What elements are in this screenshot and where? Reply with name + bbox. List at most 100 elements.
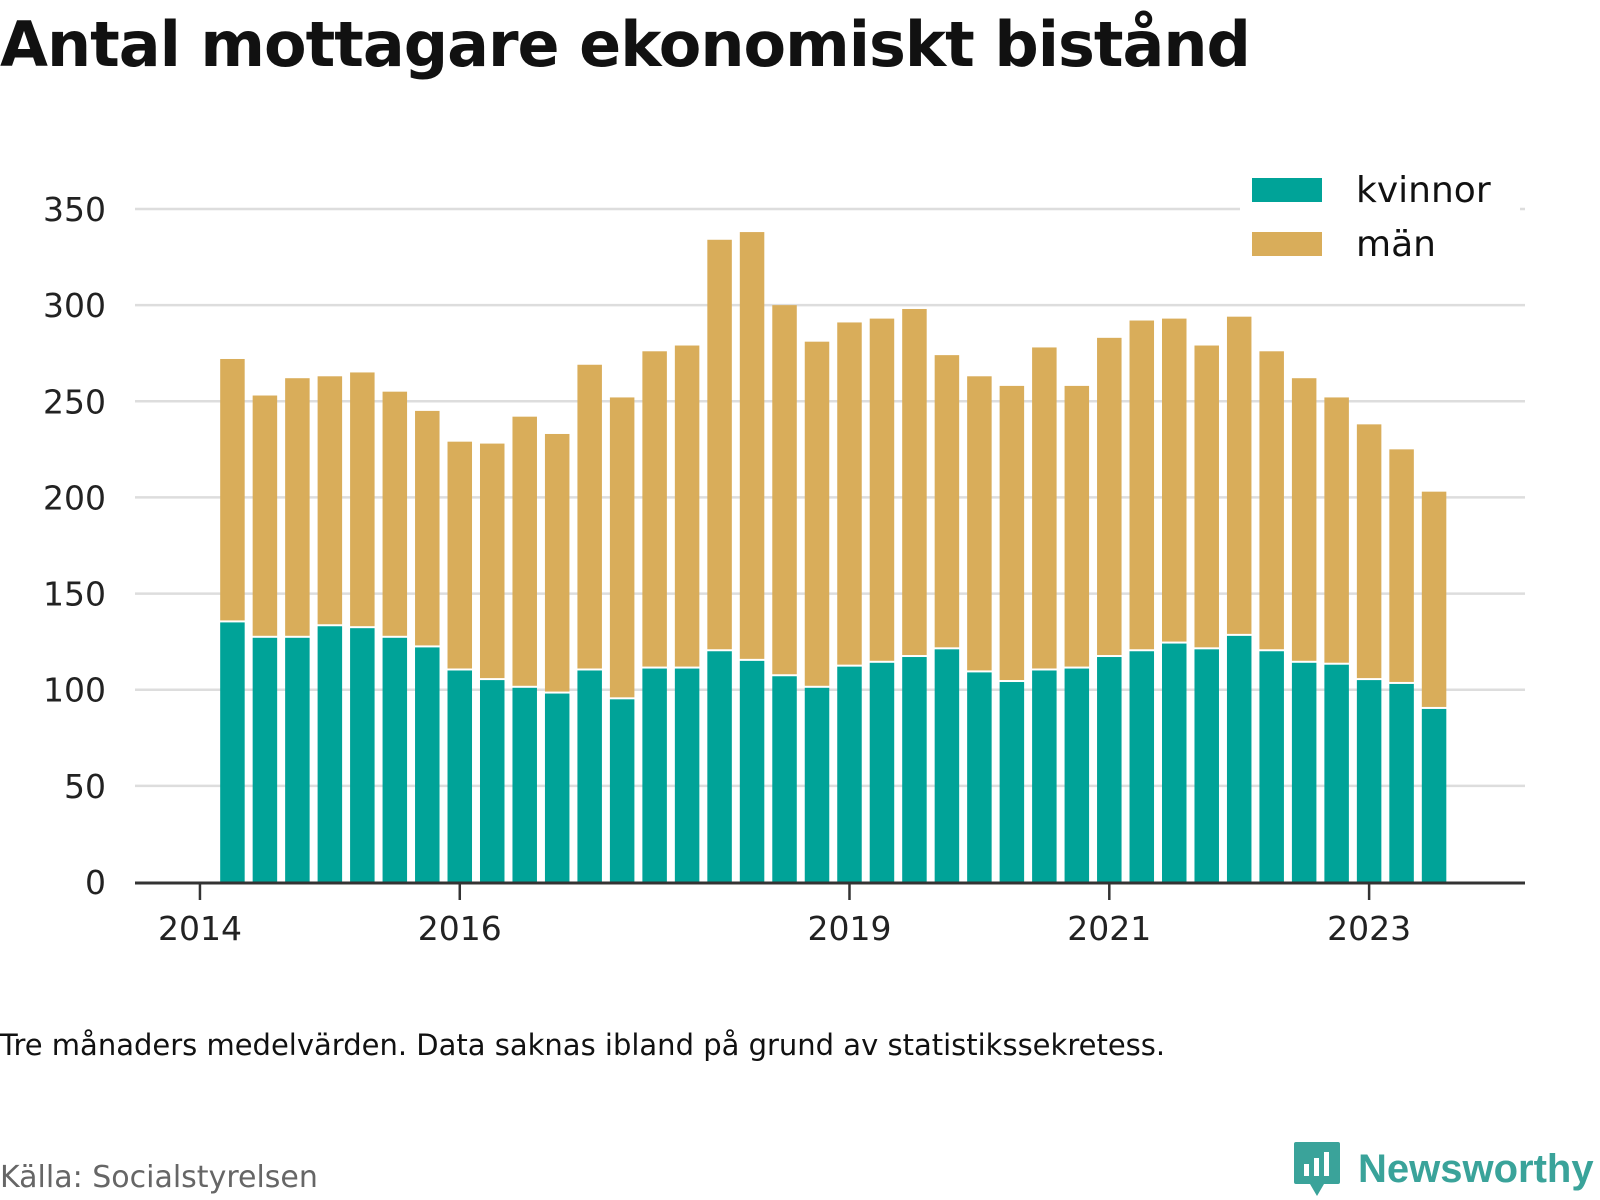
bar-man (772, 305, 797, 675)
legend-label-man: män (1356, 224, 1436, 265)
bar-man (220, 358, 245, 621)
bar-man (869, 318, 895, 661)
chart-note: Tre månaders medelvärden. Data saknas ib… (0, 1028, 1166, 1062)
bar-man (1389, 449, 1414, 682)
legend: kvinnor män (1240, 160, 1520, 265)
bar-kvinnor (739, 660, 765, 882)
bar-man (1162, 318, 1187, 642)
bar-man (934, 355, 960, 648)
bar-man (1324, 397, 1349, 663)
bar-man (707, 239, 732, 650)
y-tick-label: 50 (64, 767, 106, 806)
bar-man (1129, 320, 1155, 650)
bar-man (999, 385, 1025, 681)
bar-kvinnor (479, 680, 505, 882)
bar-man (544, 433, 570, 692)
bar-man (317, 376, 343, 625)
bar-kvinnor (447, 670, 473, 882)
bar-man (1194, 345, 1219, 648)
y-tick-label: 300 (43, 286, 106, 325)
bar-man (1226, 316, 1252, 634)
bar-man (512, 416, 537, 686)
bar-man (674, 345, 700, 667)
bar-kvinnor (1194, 649, 1219, 882)
x-tick-label: 2014 (158, 909, 242, 948)
x-tick-label: 2021 (1067, 909, 1151, 948)
bar-kvinnor (1421, 708, 1447, 882)
bar-kvinnor (967, 672, 992, 882)
bar-man (804, 341, 830, 686)
bar-man (837, 322, 862, 665)
bar-kvinnor (1259, 651, 1284, 882)
x-tick-label: 2023 (1327, 909, 1411, 948)
newsworthy-logo-icon (1294, 1142, 1340, 1196)
bar-man (1356, 424, 1382, 679)
y-tick-label: 0 (85, 863, 106, 902)
bar-kvinnor (772, 676, 797, 882)
bar-kvinnor (285, 637, 310, 882)
bar-kvinnor (220, 622, 245, 882)
y-tick-label: 350 (43, 190, 106, 229)
chart-title: Antal mottagare ekonomiskt bistånd (0, 8, 1251, 81)
source-text: Källa: Socialstyrelsen (0, 1160, 318, 1195)
bar-man (1421, 491, 1447, 707)
bar-kvinnor (512, 687, 537, 882)
bar-kvinnor (1162, 643, 1187, 882)
bar-kvinnor (577, 670, 602, 882)
bar-man (382, 391, 408, 636)
bar-man (415, 410, 440, 646)
x-axis: 2014 2016 2019 2021 2023 (135, 881, 1525, 948)
bar-man (1064, 385, 1090, 667)
bar-kvinnor (544, 693, 570, 882)
y-tick-label: 250 (43, 382, 106, 421)
y-tick-label: 200 (43, 478, 106, 517)
bar-kvinnor (869, 662, 895, 882)
bar-man (479, 443, 505, 679)
y-tick-label: 100 (43, 671, 106, 710)
bar-man (967, 376, 992, 671)
bar-man (1291, 378, 1317, 661)
legend-label-kvinnor: kvinnor (1356, 170, 1491, 211)
bar-man (902, 308, 927, 656)
bar-kvinnor (1226, 635, 1252, 882)
bar-man (285, 378, 310, 636)
bar-man (739, 232, 765, 659)
bar-man (609, 397, 635, 698)
bar-kvinnor (415, 647, 440, 882)
bar-man (252, 395, 278, 636)
grid-lines (135, 207, 1525, 788)
bar-man (642, 351, 667, 667)
bar-kvinnor (804, 687, 830, 882)
bar-kvinnor (1291, 662, 1317, 882)
bar-kvinnor (1097, 657, 1122, 882)
bar-kvinnor (1129, 651, 1155, 882)
bar-kvinnor (1356, 680, 1382, 882)
y-tick-label: 150 (43, 575, 106, 614)
bar-man (577, 364, 602, 669)
bar-kvinnor (934, 649, 960, 882)
bar-kvinnor (707, 651, 732, 882)
bar-man (1097, 337, 1122, 656)
bar-man (1032, 347, 1057, 669)
bar-man (1259, 351, 1284, 650)
bar-kvinnor (837, 666, 862, 882)
bar-kvinnor (1064, 668, 1090, 882)
bar-kvinnor (1032, 670, 1057, 882)
bar-kvinnor (1389, 683, 1414, 882)
bar-man (447, 441, 473, 669)
bar-kvinnor (999, 682, 1025, 882)
bars (220, 232, 1447, 882)
bar-kvinnor (1324, 664, 1349, 882)
legend-swatch-kvinnor (1252, 178, 1322, 202)
x-tick-label: 2016 (418, 909, 502, 948)
bar-man (350, 372, 375, 627)
bar-kvinnor (609, 699, 635, 882)
bar-kvinnor (252, 637, 278, 882)
brand-logo[interactable]: Newsworthy (1292, 1140, 1594, 1198)
bar-kvinnor (350, 628, 375, 882)
bar-kvinnor (674, 668, 700, 882)
y-axis-ticks: 0 50 100 150 200 250 300 350 (43, 190, 106, 902)
legend-swatch-man (1252, 232, 1322, 256)
brand-name: Newsworthy (1358, 1146, 1594, 1191)
